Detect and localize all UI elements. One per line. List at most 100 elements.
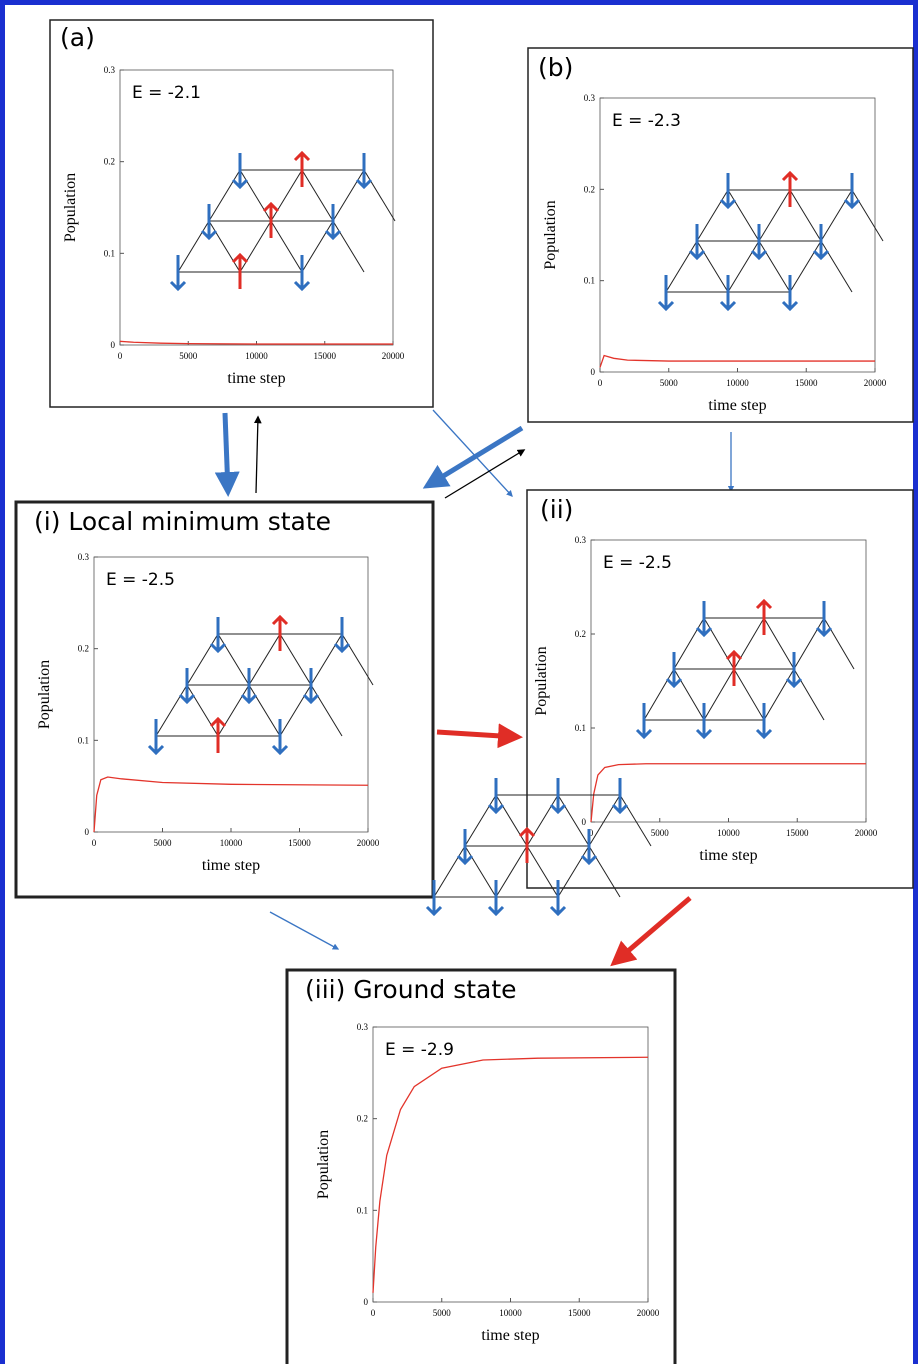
- y-tick-label: 0: [364, 1297, 369, 1307]
- panel: (b) 0 5000 10000 15000 20000 0 0.1 0.2 0.3 time st…: [527, 47, 914, 423]
- spin-arrow-head: [580, 854, 598, 866]
- x-tick-label: 5000: [660, 378, 679, 388]
- spin-arrow-head: [812, 249, 830, 261]
- arrow: [269, 911, 340, 950]
- panel-frame: [49, 19, 434, 408]
- lattice-bond: [248, 633, 281, 686]
- energy-annotation: E = -2.5: [106, 570, 175, 590]
- spin-arrow-head: [271, 744, 289, 756]
- lattice-bond: [789, 189, 822, 242]
- panel-title: (iii) Ground state: [305, 975, 517, 1004]
- x-axis-label: time step: [227, 370, 285, 387]
- x-tick-label: 20000: [357, 838, 380, 848]
- y-axis-label: Population: [542, 200, 559, 269]
- x-tick-label: 10000: [717, 828, 740, 838]
- x-tick-label: 0: [118, 351, 123, 361]
- x-tick-label: 0: [371, 1308, 376, 1318]
- energy-annotation: E = -2.5: [603, 553, 672, 573]
- lattice-bond: [643, 668, 675, 721]
- x-tick-label: 20000: [855, 828, 878, 838]
- lattice-bond: [758, 189, 791, 242]
- spin-arrow-head: [688, 249, 706, 261]
- lattice-bond: [239, 220, 272, 273]
- x-tick-label: 20000: [864, 378, 887, 388]
- x-tick-label: 15000: [314, 351, 337, 361]
- x-tick-label: 20000: [637, 1308, 660, 1318]
- lattice-bond: [733, 668, 765, 721]
- spin-arrow-head: [487, 803, 505, 815]
- lattice-bond: [279, 684, 312, 737]
- spin-arrow-head: [293, 150, 311, 162]
- y-tick-label: 0.2: [78, 644, 89, 654]
- lattice-bond: [673, 617, 705, 670]
- panel-title: (i) Local minimum state: [34, 507, 331, 536]
- lattice-bond: [820, 189, 853, 242]
- spin-arrow-head: [178, 693, 196, 705]
- lattice-bond: [301, 169, 334, 222]
- x-tick-label: 5000: [179, 351, 198, 361]
- spin-arrow-head: [781, 170, 799, 182]
- lattice-bond: [310, 684, 343, 737]
- arrow: [432, 409, 513, 497]
- y-tick-label: 0.3: [357, 1022, 369, 1032]
- x-tick-label: 15000: [288, 838, 311, 848]
- lattice-bond: [208, 220, 241, 273]
- lattice-bond: [727, 240, 760, 293]
- panel: (a) 0 5000 10000 15000 20000 0 0.1 0.2 0.3 time st…: [49, 19, 434, 408]
- panel-frame: [527, 47, 914, 423]
- lattice-bond: [758, 240, 791, 293]
- panel: (iii) Ground state 0 5000 10000 15000 20000 0 0…: [285, 778, 677, 1364]
- lattice-bond: [526, 845, 559, 898]
- x-tick-label: 10000: [499, 1308, 522, 1318]
- lattice-bond: [789, 240, 822, 293]
- spin-arrow-head: [755, 598, 773, 610]
- y-axis-label: Population: [533, 646, 550, 715]
- lattice-bond: [665, 240, 698, 293]
- y-tick-label: 0: [85, 827, 90, 837]
- population-curve: [93, 776, 369, 833]
- lattice-bond: [703, 617, 735, 670]
- arrow: [436, 723, 523, 749]
- lattice-bond: [177, 220, 210, 273]
- spin-arrow-head: [725, 649, 743, 661]
- lattice-bond: [217, 633, 250, 686]
- y-tick-label: 0.3: [104, 65, 116, 75]
- lattice-bond: [793, 617, 825, 670]
- spin-arrow-head: [456, 854, 474, 866]
- panel: (i) Local minimum state 0 5000 10000 15000 20…: [14, 500, 435, 899]
- spin-arrow-head: [785, 677, 803, 689]
- spin-arrow-head: [549, 803, 567, 815]
- x-tick-label: 5000: [154, 838, 173, 848]
- spin-arrow-head: [657, 300, 675, 312]
- lattice-bond: [763, 668, 795, 721]
- lattice-bond: [208, 169, 241, 222]
- spin-arrow-head: [231, 178, 249, 190]
- x-axis-label: time step: [699, 847, 757, 864]
- x-tick-label: 10000: [726, 378, 749, 388]
- lattice-bond: [793, 668, 825, 721]
- lattice-bond: [433, 845, 466, 898]
- spin-arrow-head: [665, 677, 683, 689]
- x-tick-label: 15000: [795, 378, 818, 388]
- lattice-bond: [301, 220, 334, 273]
- lattice-bond: [363, 169, 396, 222]
- lattice-bond: [696, 189, 729, 242]
- lattice-bond: [619, 794, 652, 847]
- y-axis-label: Population: [315, 1130, 332, 1199]
- spin-arrow-head: [147, 744, 165, 756]
- spin-arrow-head: [549, 905, 567, 917]
- spin-arrow-head: [302, 693, 320, 705]
- arrow: [422, 425, 524, 489]
- lattice-bond: [588, 845, 621, 898]
- x-tick-label: 5000: [651, 828, 670, 838]
- lattice-bond: [310, 633, 343, 686]
- population-curve: [599, 354, 875, 368]
- lattice-bond: [464, 794, 497, 847]
- arrow: [214, 412, 240, 497]
- panel-frame: [285, 968, 677, 1364]
- transition-arrows: [214, 409, 735, 967]
- lattice-bond: [279, 633, 312, 686]
- y-axis-label: Population: [36, 660, 53, 729]
- y-tick-label: 0.3: [575, 535, 587, 545]
- spin-arrow-head: [719, 300, 737, 312]
